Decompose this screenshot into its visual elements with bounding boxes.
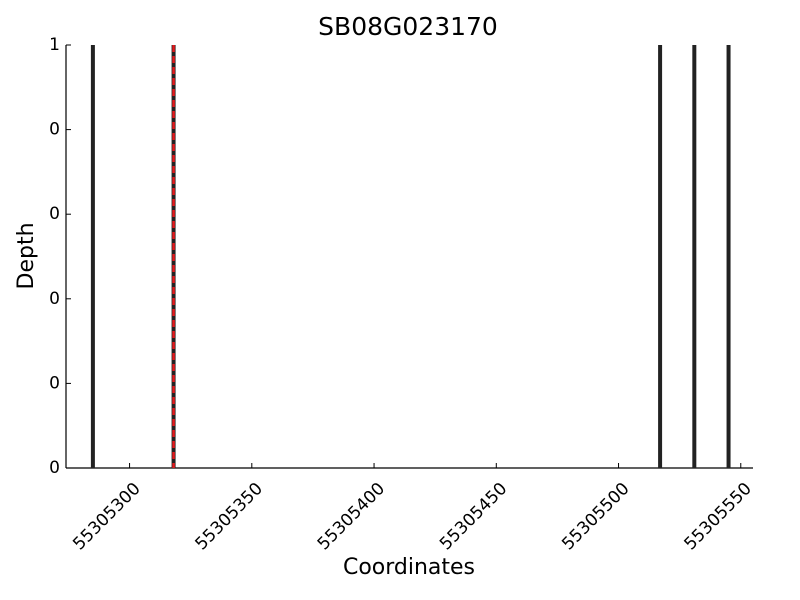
y-tick-label: 0 <box>49 120 60 140</box>
y-tick-label: 0 <box>49 204 60 224</box>
depth-bar <box>658 45 663 468</box>
x-tick-label: 55305400 <box>314 479 389 554</box>
y-tick-label: 0 <box>49 458 60 478</box>
y-tick-label: 0 <box>49 373 60 393</box>
depth-bar <box>90 45 95 468</box>
x-tick-label: 55305300 <box>69 479 144 554</box>
chart-title: SB08G023170 <box>318 12 498 41</box>
y-axis-label: Depth <box>14 222 39 289</box>
x-tick-label: 55305350 <box>192 479 267 554</box>
y-tick-label: 1 <box>49 35 60 55</box>
x-tick-label: 55305450 <box>436 479 511 554</box>
x-tick-label: 55305550 <box>681 479 756 554</box>
x-tick-label: 55305500 <box>558 479 633 554</box>
x-axis-label: Coordinates <box>343 555 475 580</box>
y-tick-label: 0 <box>49 289 60 309</box>
depth-bar <box>692 45 697 468</box>
depth-bar <box>726 45 731 468</box>
